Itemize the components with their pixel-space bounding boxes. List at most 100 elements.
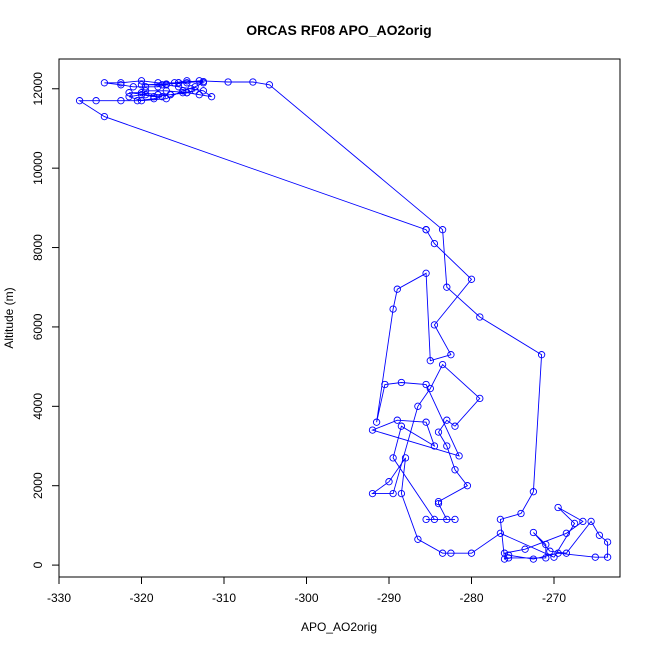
data-point	[426, 357, 434, 365]
data-point	[75, 97, 84, 105]
data-point	[224, 78, 232, 86]
data-point	[199, 79, 208, 87]
data-point	[504, 554, 513, 562]
data-point	[195, 77, 203, 85]
data-point	[137, 77, 146, 85]
data-point	[455, 452, 463, 460]
data-point	[422, 269, 430, 277]
data-point	[529, 488, 538, 496]
data-point	[174, 83, 183, 91]
y-tick-label: 4000	[31, 393, 45, 420]
data-point	[162, 87, 170, 95]
data-point	[422, 226, 430, 234]
data-point	[179, 89, 187, 97]
data-point	[434, 499, 443, 508]
x-axis-label: APO_AO2orig	[301, 620, 377, 634]
series-line	[78, 80, 609, 560]
data-point	[401, 454, 410, 462]
y-tick-label: 6000	[31, 313, 45, 340]
data-point	[562, 529, 571, 537]
data-point	[141, 83, 150, 91]
data-point	[529, 528, 538, 537]
data-point	[595, 531, 604, 539]
data-point	[414, 402, 422, 410]
y-tick-label: 12000	[31, 72, 45, 106]
y-axis: 0 2000 4000 6000 8000 10000 12000	[31, 72, 60, 568]
data-point	[500, 555, 509, 563]
data-point	[100, 112, 109, 121]
data-point	[422, 515, 430, 524]
data-point	[438, 360, 447, 369]
x-tick-label: -280	[459, 591, 483, 605]
data-point	[125, 93, 133, 101]
data-point	[422, 380, 430, 389]
data-point	[385, 478, 393, 486]
data-point	[397, 422, 406, 430]
data-point	[174, 79, 183, 87]
y-tick-label: 0	[31, 561, 45, 568]
data-point	[430, 442, 439, 450]
x-tick-label: -320	[129, 591, 153, 605]
data-point	[434, 428, 443, 436]
data-point	[603, 538, 612, 546]
data-point	[162, 95, 170, 103]
data-point	[537, 351, 546, 359]
y-axis-label: Altitude (m)	[2, 287, 16, 348]
data-point	[562, 549, 571, 557]
x-tick-label: -300	[294, 591, 318, 605]
data-point	[443, 515, 451, 524]
chart-title: ORCAS RF08 APO_AO2orig	[246, 22, 431, 38]
data-point	[591, 553, 599, 561]
data-point	[500, 549, 509, 557]
data-point	[129, 83, 137, 91]
x-tick-label: -330	[47, 591, 71, 605]
data-point	[183, 79, 191, 87]
data-point	[422, 418, 430, 426]
x-axis: -330 -320 -310 -300 -290 -280 -270	[47, 576, 566, 605]
data-point	[393, 416, 401, 424]
data-point	[117, 79, 125, 87]
data-point	[125, 89, 133, 97]
data-point	[158, 81, 166, 89]
data-point	[199, 87, 208, 95]
data-point	[141, 91, 150, 99]
data-point	[187, 85, 195, 93]
data-point	[496, 515, 505, 524]
data-point	[443, 416, 451, 424]
data-point	[443, 442, 451, 450]
data-point	[183, 77, 191, 85]
x-tick-label: -270	[542, 591, 566, 605]
data-point	[517, 509, 525, 518]
data-point	[521, 545, 529, 553]
data-point	[191, 87, 199, 95]
data-point	[150, 93, 158, 101]
data-point	[550, 553, 558, 561]
data-point	[368, 489, 377, 498]
data-point	[496, 529, 505, 537]
data-point	[397, 378, 406, 387]
data-point	[393, 285, 401, 293]
data-point	[117, 81, 125, 89]
data-series	[75, 77, 612, 563]
data-point	[603, 553, 612, 561]
data-point	[587, 517, 595, 526]
data-point	[438, 549, 447, 557]
data-point	[141, 87, 150, 95]
data-point	[166, 91, 175, 99]
data-point	[381, 380, 389, 389]
data-point	[207, 93, 216, 101]
data-point	[542, 540, 550, 549]
data-point	[133, 97, 142, 105]
data-point	[137, 89, 146, 97]
data-point	[154, 91, 162, 99]
data-point	[447, 549, 455, 557]
data-point	[476, 313, 484, 321]
data-point	[542, 554, 550, 562]
data-point	[430, 515, 439, 524]
data-point	[504, 551, 513, 559]
data-point	[430, 321, 439, 329]
data-point	[249, 78, 257, 86]
data-point	[476, 394, 484, 403]
data-point	[117, 97, 125, 105]
